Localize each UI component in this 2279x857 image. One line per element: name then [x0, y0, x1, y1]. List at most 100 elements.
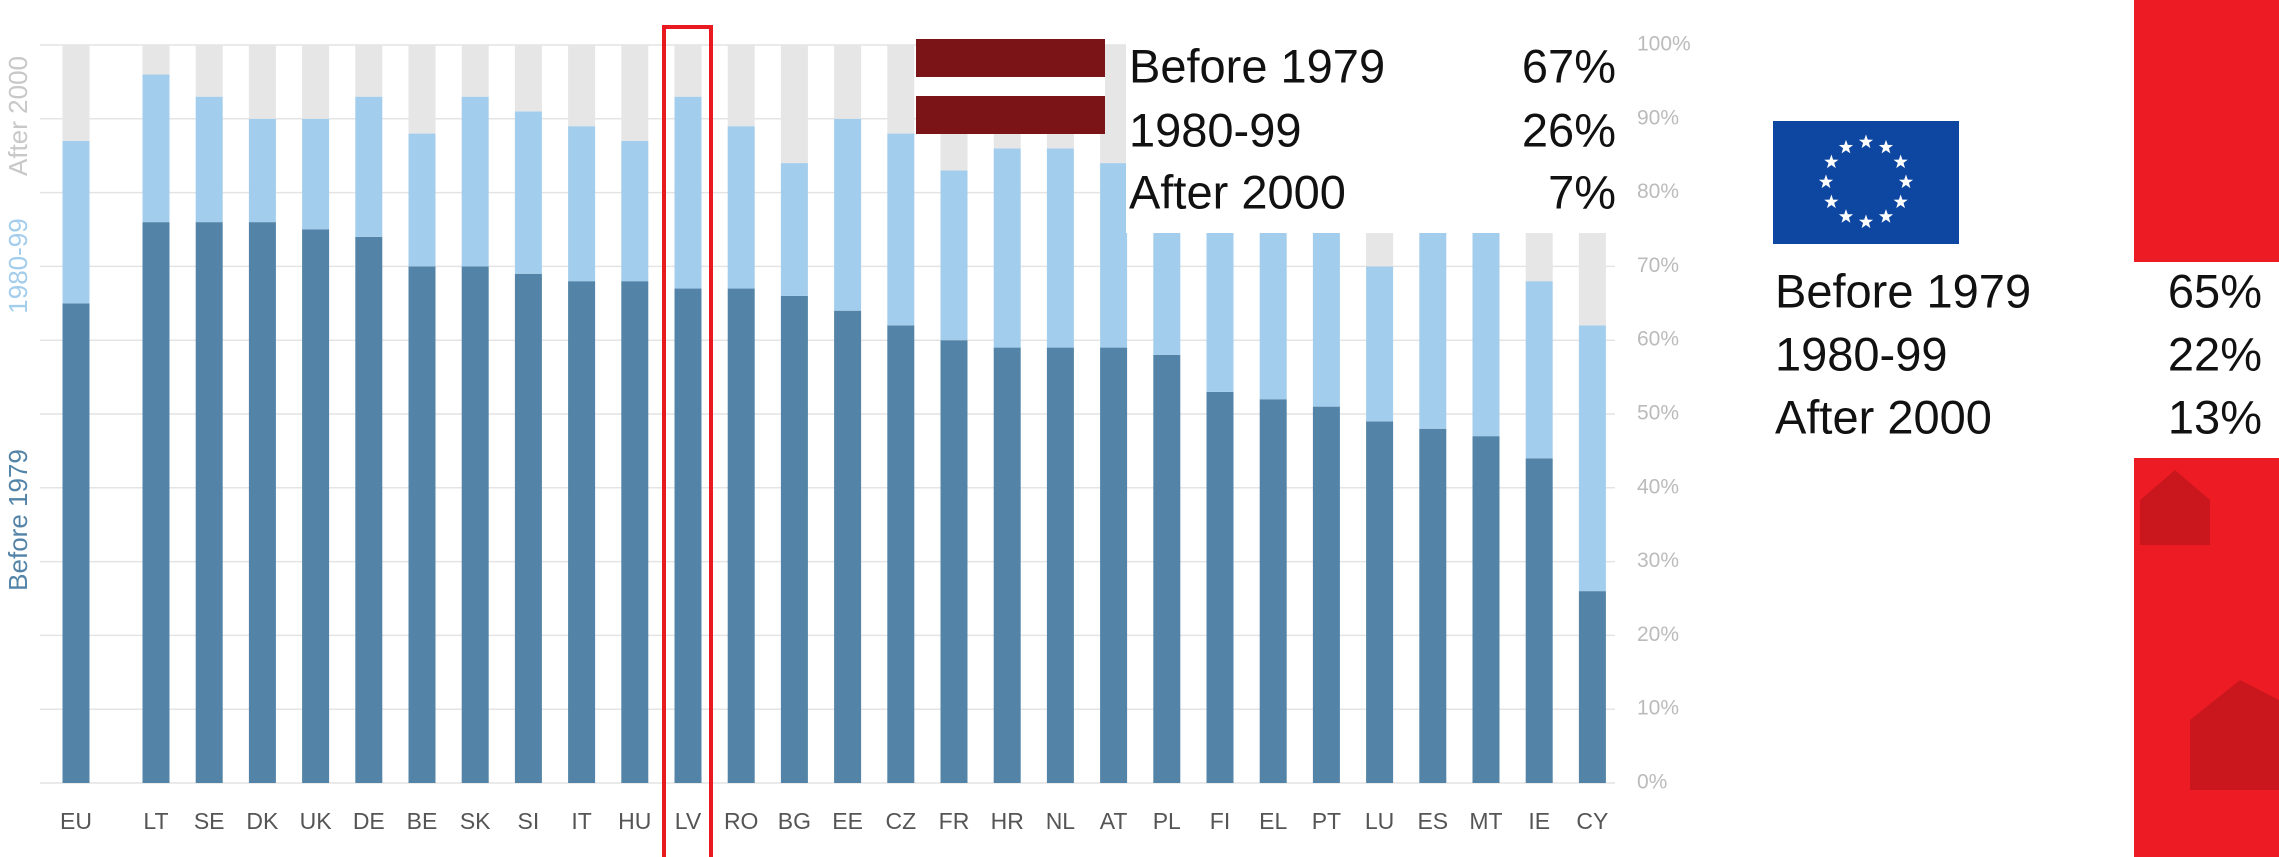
bar-segment	[143, 75, 170, 223]
bar-segment	[462, 97, 489, 267]
bar-segment	[1047, 348, 1074, 783]
x-tick-label: SK	[460, 808, 491, 834]
bar-segment	[1153, 355, 1180, 783]
x-tick-label: RO	[724, 808, 759, 834]
bar-segment	[196, 45, 223, 97]
x-tick-label: LU	[1365, 808, 1394, 834]
bar-segment	[834, 45, 861, 119]
bar-segment	[834, 311, 861, 783]
bar-segment	[834, 119, 861, 311]
bar-segment	[1366, 266, 1393, 421]
bar-segment	[728, 126, 755, 288]
bar-segment	[1526, 458, 1553, 783]
bar-segment	[887, 134, 914, 326]
x-tick-label: SE	[194, 808, 225, 834]
x-tick-label: IE	[1528, 808, 1550, 834]
bar-segment	[621, 281, 648, 783]
panel-label: 1980-99	[1775, 327, 1948, 380]
panel-value: 67%	[1522, 39, 1616, 92]
bar-segment	[781, 296, 808, 783]
bar-segment	[621, 141, 648, 281]
bar-segment	[887, 45, 914, 134]
x-tick-label: UK	[300, 808, 333, 834]
series-label: After 2000	[3, 56, 33, 176]
y-tick-label: 80%	[1637, 180, 1679, 203]
y-tick-label: 40%	[1637, 475, 1679, 498]
y-tick-label: 20%	[1637, 623, 1679, 646]
panel-value: 26%	[1522, 103, 1616, 156]
bar-segment	[568, 45, 595, 126]
red-strip	[2134, 0, 2279, 262]
y-tick-label: 10%	[1637, 697, 1679, 720]
x-tick-label: PT	[1312, 808, 1341, 834]
bar-segment	[1366, 421, 1393, 783]
x-tick-label: BG	[778, 808, 811, 834]
bar-segment	[196, 222, 223, 783]
x-tick-label: MT	[1469, 808, 1502, 834]
bar-segment	[728, 289, 755, 783]
bar-segment	[781, 45, 808, 163]
x-tick-label: EE	[832, 808, 863, 834]
bar-segment	[1526, 281, 1553, 458]
bar-segment	[621, 45, 648, 141]
bar-segment	[675, 97, 702, 289]
bar-segment	[568, 281, 595, 783]
bar-segment	[302, 45, 329, 119]
bar-segment	[355, 237, 382, 783]
chart: 0%10%20%30%40%50%60%70%80%90%100%EULTSED…	[0, 0, 2279, 857]
panel-value: 22%	[2168, 327, 2262, 380]
bar-segment	[781, 163, 808, 296]
y-tick-label: 60%	[1637, 328, 1679, 351]
bar-segment	[568, 126, 595, 281]
bar-segment	[515, 111, 542, 273]
x-tick-label: FI	[1210, 808, 1230, 834]
series-label: 1980-99	[3, 218, 33, 313]
bar-segment	[63, 45, 90, 141]
x-tick-label: DK	[246, 808, 279, 834]
x-tick-label: DE	[353, 808, 385, 834]
y-tick-label: 0%	[1637, 771, 1667, 794]
bar-segment	[409, 45, 436, 134]
eu-flag	[1773, 121, 1959, 244]
x-tick-label: BE	[407, 808, 438, 834]
x-tick-label: HR	[991, 808, 1024, 834]
bar-segment	[1313, 407, 1340, 783]
bar-segment	[63, 141, 90, 303]
bar-segment	[1047, 148, 1074, 347]
bar-segment	[409, 266, 436, 783]
bar-segment	[302, 230, 329, 784]
bar-segment	[63, 303, 90, 783]
bar-segment	[1419, 429, 1446, 783]
y-tick-label: 70%	[1637, 254, 1679, 277]
panel-label: After 2000	[1775, 390, 1992, 443]
x-tick-label: HU	[618, 808, 651, 834]
panel-label: After 2000	[1129, 165, 1346, 218]
bar-segment	[302, 119, 329, 230]
x-tick-label: FR	[939, 808, 970, 834]
panel-value: 7%	[1548, 165, 1616, 218]
y-tick-label: 30%	[1637, 549, 1679, 572]
panel-label: Before 1979	[1775, 264, 2031, 317]
x-tick-label: CY	[1576, 808, 1608, 834]
bar-segment	[355, 97, 382, 237]
y-tick-label: 90%	[1637, 106, 1679, 129]
bar-segment	[462, 45, 489, 97]
bar-segment	[249, 222, 276, 783]
x-tick-label: SI	[518, 808, 540, 834]
bar-segment	[675, 45, 702, 97]
x-tick-label: EU	[60, 808, 92, 834]
bar-segment	[143, 222, 170, 783]
bar-segment	[994, 348, 1021, 783]
x-tick-label: ES	[1417, 808, 1448, 834]
bar-segment	[409, 134, 436, 267]
y-tick-label: 50%	[1637, 402, 1679, 425]
bar-segment	[994, 148, 1021, 347]
bar-segment	[1473, 436, 1500, 783]
x-tick-label: LT	[143, 808, 168, 834]
page: {"chart_data": {"type": "stacked-bar", "…	[0, 0, 2279, 857]
bar-segment	[675, 289, 702, 783]
panel-value: 13%	[2168, 390, 2262, 443]
x-tick-label: IT	[571, 808, 591, 834]
bar-segment	[196, 97, 223, 222]
